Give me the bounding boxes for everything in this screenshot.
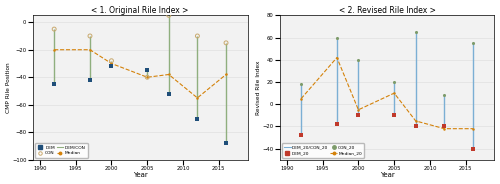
Point bbox=[86, 35, 94, 38]
Legend: DEM_20/CON_20, DEM_20, CON_20, Median_20: DEM_20/CON_20, DEM_20, CON_20, Median_20 bbox=[282, 143, 364, 158]
Point bbox=[144, 76, 152, 79]
X-axis label: Year: Year bbox=[380, 172, 394, 178]
Point bbox=[333, 123, 341, 126]
Point bbox=[354, 58, 362, 61]
Point bbox=[354, 114, 362, 117]
Point bbox=[144, 69, 152, 72]
Point bbox=[469, 147, 477, 150]
Point bbox=[86, 79, 94, 82]
Point bbox=[194, 117, 202, 120]
Point bbox=[440, 125, 448, 128]
Point bbox=[50, 83, 58, 86]
Y-axis label: Revised Rile Index: Revised Rile Index bbox=[256, 60, 261, 115]
Point bbox=[297, 83, 305, 86]
Point bbox=[194, 35, 202, 38]
Point bbox=[440, 94, 448, 97]
Point bbox=[165, 92, 173, 95]
Point bbox=[50, 28, 58, 31]
Point bbox=[222, 41, 230, 44]
Point bbox=[297, 134, 305, 137]
Point bbox=[222, 142, 230, 145]
Point bbox=[333, 36, 341, 39]
Title: < 1. Original Rile Index >: < 1. Original Rile Index > bbox=[92, 6, 189, 15]
Point bbox=[412, 31, 420, 33]
Point bbox=[469, 42, 477, 45]
Title: < 2. Revised Rile Index >: < 2. Revised Rile Index > bbox=[338, 6, 436, 15]
Legend: DEM, CON, DEM/CON, Median: DEM, CON, DEM/CON, Median bbox=[35, 143, 88, 158]
Point bbox=[390, 81, 398, 84]
X-axis label: Year: Year bbox=[132, 172, 148, 178]
Y-axis label: CMP Rile Position: CMP Rile Position bbox=[6, 62, 10, 113]
Point bbox=[412, 125, 420, 128]
Point bbox=[108, 59, 116, 62]
Point bbox=[165, 14, 173, 17]
Point bbox=[108, 65, 116, 68]
Point bbox=[390, 114, 398, 117]
